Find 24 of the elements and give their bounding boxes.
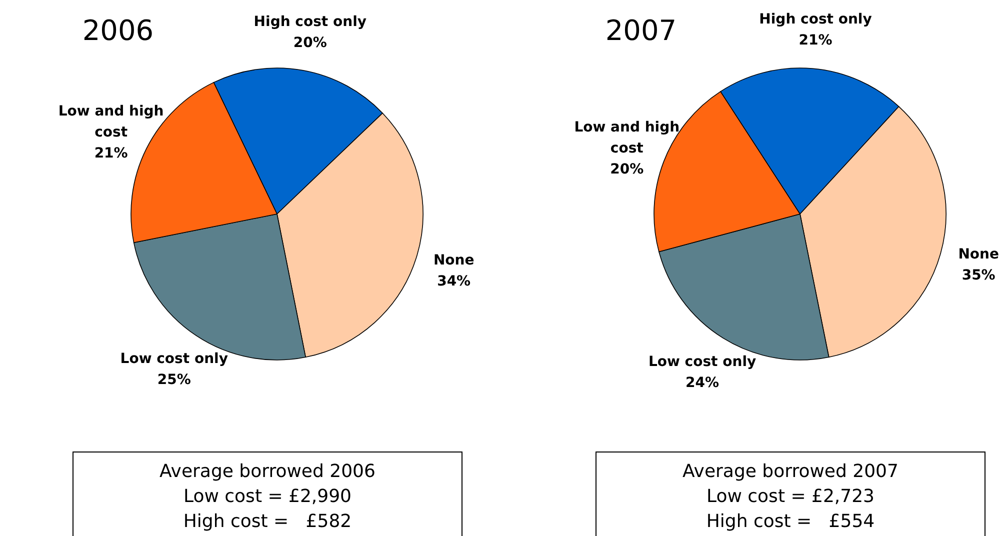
slice-label: Low and high cost	[58, 103, 164, 140]
slice-label: None	[433, 252, 474, 268]
slice-label: Low cost only	[648, 354, 756, 370]
slice-label: Low and high cost	[574, 120, 680, 157]
slice-label: High cost only	[254, 14, 367, 30]
text: Low cost = £2,723	[706, 486, 875, 507]
slice-label: High cost only	[759, 12, 872, 28]
data-label: 24%	[686, 375, 720, 392]
chart-title: 2007	[605, 14, 677, 47]
data-label: 35%	[962, 267, 996, 284]
data-label: 21%	[798, 32, 832, 49]
chart-title: 2006	[82, 14, 154, 47]
text: Average borrowed 2007	[682, 461, 898, 482]
data-label: 34%	[437, 273, 471, 290]
data-label: 20%	[293, 35, 327, 52]
data-label: 21%	[94, 145, 128, 162]
text: Average borrowed 2006	[160, 461, 376, 482]
text: High cost = £554	[706, 511, 875, 532]
data-label: 20%	[610, 162, 644, 178]
text: Low cost = £2,990	[183, 486, 352, 507]
text: High cost = £582	[183, 511, 352, 532]
slice-label: None	[958, 246, 999, 262]
slice-label: Low cost only	[120, 350, 228, 367]
data-label: 25%	[157, 372, 191, 388]
